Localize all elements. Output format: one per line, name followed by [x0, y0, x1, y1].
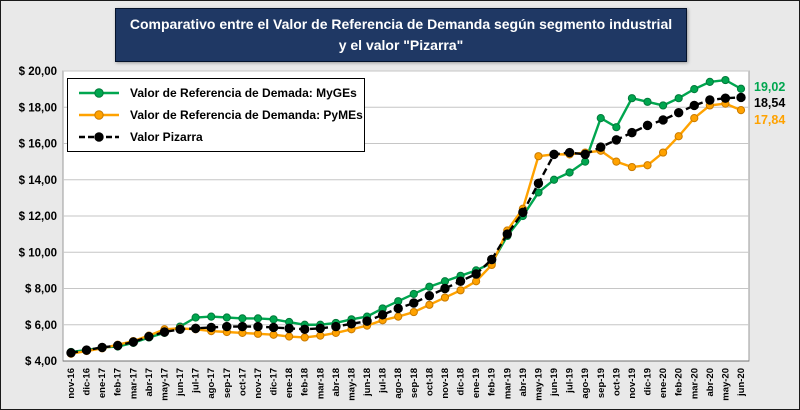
svg-text:jul-18: jul-18	[378, 368, 389, 394]
svg-text:abr-17: abr-17	[144, 368, 155, 397]
svg-text:ene-19: ene-19	[471, 368, 482, 398]
svg-text:nov-16: nov-16	[66, 368, 77, 399]
svg-text:ago-18: ago-18	[393, 368, 404, 399]
svg-text:ene-17: ene-17	[97, 368, 108, 398]
legend-label-pymes: Valor de Referencia de Demanda: PyMEs	[130, 108, 363, 122]
x-axis-labels: nov-16 dic-16 ene-17 feb-17 mar-17 abr-17 may-…	[66, 368, 747, 401]
svg-text:abr-19: abr-19	[518, 368, 529, 397]
legend-label-myges: Valor de Referencia de Demada: MyGEs	[130, 86, 357, 100]
svg-text:mar-20: mar-20	[689, 368, 700, 399]
legend-item-pymes: Valor de Referencia de Demanda: PyMEs	[77, 108, 363, 122]
svg-text:mar-18: mar-18	[315, 368, 326, 399]
svg-text:dic-19: dic-19	[643, 368, 654, 395]
series-pizarra	[66, 92, 746, 358]
svg-text:$ 18,00: $ 18,00	[19, 102, 57, 114]
svg-text:jun-19: jun-19	[549, 368, 560, 397]
svg-text:ene-20: ene-20	[658, 368, 669, 398]
chart-title-text: Comparativo entre el Valor de Referencia…	[129, 16, 673, 53]
svg-text:feb-18: feb-18	[300, 368, 311, 396]
svg-text:sep-17: sep-17	[222, 368, 233, 398]
svg-text:oct-17: oct-17	[237, 368, 248, 396]
svg-text:jul-19: jul-19	[565, 368, 576, 394]
myges-line-marker-icon	[79, 88, 119, 98]
svg-text:may-18: may-18	[346, 368, 357, 401]
pymes-line-marker-icon	[79, 110, 119, 120]
pizarra-line-marker-icon	[79, 132, 119, 142]
legend: Valor de Referencia de Demada: MyGEs Val…	[67, 78, 365, 152]
y-axis-labels: $ 4,00 $ 6,00 $ 8,00 $ 10,00 $ 12,00 $ 14,00 $…	[19, 66, 57, 368]
svg-text:sep-18: sep-18	[409, 368, 420, 398]
svg-text:ene-18: ene-18	[284, 368, 295, 398]
svg-text:jun-20: jun-20	[736, 368, 747, 397]
svg-text:ago-17: ago-17	[206, 368, 217, 399]
svg-text:$ 16,00: $ 16,00	[19, 139, 57, 151]
svg-text:may-20: may-20	[720, 368, 731, 401]
svg-text:may-19: may-19	[533, 368, 544, 401]
svg-text:abr-18: abr-18	[331, 368, 342, 397]
svg-text:$ 10,00: $ 10,00	[19, 247, 57, 259]
svg-text:feb-17: feb-17	[113, 368, 124, 396]
svg-text:abr-20: abr-20	[705, 368, 716, 397]
svg-text:dic-18: dic-18	[456, 368, 467, 395]
end-value-myges: 19,02	[754, 80, 786, 94]
end-value-pymes: 17,84	[754, 113, 786, 127]
svg-text:$ 14,00: $ 14,00	[19, 175, 57, 187]
svg-text:nov-19: nov-19	[627, 368, 638, 399]
svg-text:$ 20,00: $ 20,00	[19, 66, 57, 78]
svg-text:mar-17: mar-17	[128, 368, 139, 399]
legend-item-myges: Valor de Referencia de Demada: MyGEs	[77, 86, 357, 100]
svg-text:ago-19: ago-19	[580, 368, 591, 399]
chart-title: Comparativo entre el Valor de Referencia…	[115, 8, 687, 62]
svg-text:$ 6,00: $ 6,00	[25, 320, 57, 332]
legend-label-pizarra: Valor Pizarra	[130, 130, 203, 144]
svg-text:$ 4,00: $ 4,00	[25, 356, 57, 368]
svg-text:feb-19: feb-19	[487, 368, 498, 396]
svg-text:jun-17: jun-17	[175, 368, 186, 397]
svg-text:may-17: may-17	[159, 368, 170, 401]
svg-text:sep-19: sep-19	[596, 368, 607, 398]
svg-text:jun-18: jun-18	[362, 368, 373, 397]
svg-text:nov-17: nov-17	[253, 368, 264, 399]
svg-text:jul-17: jul-17	[191, 368, 202, 394]
svg-text:mar-19: mar-19	[502, 368, 513, 399]
svg-text:$ 12,00: $ 12,00	[19, 211, 57, 223]
svg-text:nov-18: nov-18	[440, 368, 451, 399]
svg-text:feb-20: feb-20	[674, 368, 685, 396]
svg-text:oct-19: oct-19	[611, 368, 622, 396]
legend-item-pizarra: Valor Pizarra	[77, 130, 355, 144]
svg-text:$ 8,00: $ 8,00	[25, 284, 57, 296]
svg-text:dic-17: dic-17	[269, 368, 280, 395]
svg-text:dic-16: dic-16	[82, 368, 93, 395]
svg-text:oct-18: oct-18	[424, 368, 435, 396]
end-value-pizarra: 18,54	[754, 96, 786, 110]
